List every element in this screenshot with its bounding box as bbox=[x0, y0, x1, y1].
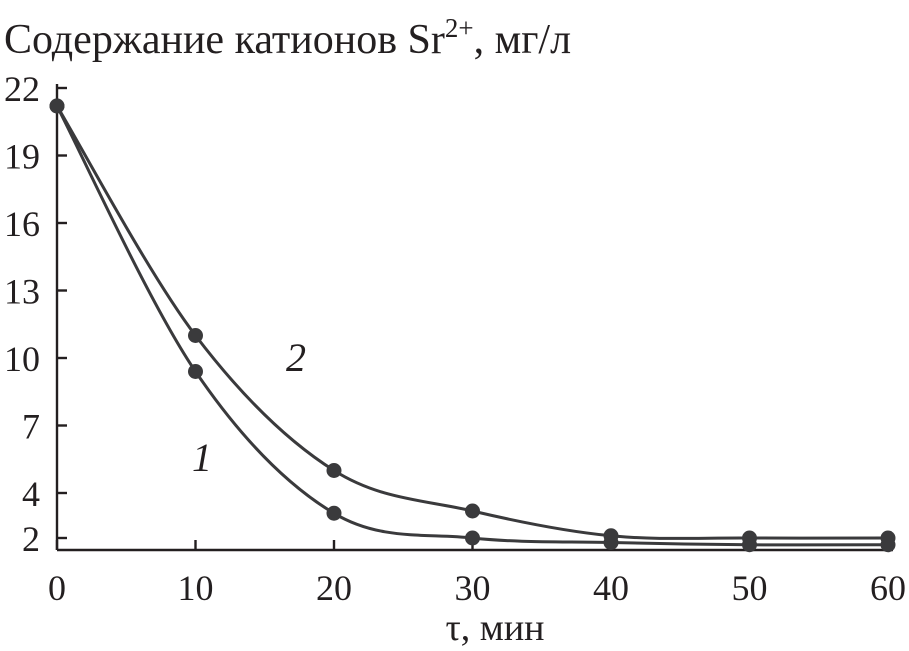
x-tick-label-10: 10 bbox=[178, 568, 214, 608]
markers bbox=[49, 98, 896, 553]
y-tick-label-22: 22 bbox=[4, 69, 40, 109]
series-label-1: 1 bbox=[192, 435, 212, 480]
x-tick-label-50: 50 bbox=[732, 568, 768, 608]
series-2-line bbox=[55, 105, 889, 540]
series-2-point-0 bbox=[49, 98, 65, 114]
series-1-line bbox=[55, 105, 889, 547]
y-axis-title-superscript: 2+ bbox=[445, 13, 474, 43]
x-tick-label-40: 40 bbox=[593, 568, 629, 608]
series-1-point-10 bbox=[188, 364, 203, 379]
x-axis-title: τ, мин bbox=[446, 607, 545, 649]
curves bbox=[55, 105, 889, 547]
y-tick-label-4: 4 bbox=[22, 474, 40, 514]
y-tick-label-2: 2 bbox=[22, 519, 40, 559]
series-2-point-30 bbox=[465, 503, 480, 519]
y-tick-label-19: 19 bbox=[4, 137, 40, 177]
x-tick-label-0: 0 bbox=[48, 568, 66, 608]
x-tick-label-30: 30 bbox=[455, 568, 491, 608]
y-tick-label-10: 10 bbox=[4, 339, 40, 379]
series-2-point-20 bbox=[326, 463, 342, 478]
series-2-point-60 bbox=[880, 530, 896, 546]
series-2-point-50 bbox=[742, 530, 757, 546]
x-tick-label-20: 20 bbox=[316, 568, 352, 608]
y-tick-label-13: 13 bbox=[4, 272, 40, 312]
y-axis-title-unit: , мг/л bbox=[474, 17, 571, 63]
series-2-point-40 bbox=[603, 528, 619, 544]
ticks: 2 4 7 10 13 16 19 22 0 10 20 30 40 50 60 bbox=[4, 69, 906, 608]
y-tick-label-7: 7 bbox=[22, 407, 40, 447]
series-2-point-10 bbox=[188, 328, 203, 343]
y-axis-title-main: Содержание катионов Sr bbox=[4, 17, 445, 63]
x-tick-label-60: 60 bbox=[870, 568, 906, 608]
y-tick-label-16: 16 bbox=[4, 204, 40, 244]
series-1-point-20 bbox=[326, 505, 342, 521]
y-axis-title: Содержание катионов Sr2+, мг/л bbox=[4, 13, 571, 63]
series-label-2: 2 bbox=[286, 335, 306, 380]
series-1-point-30 bbox=[465, 530, 480, 546]
